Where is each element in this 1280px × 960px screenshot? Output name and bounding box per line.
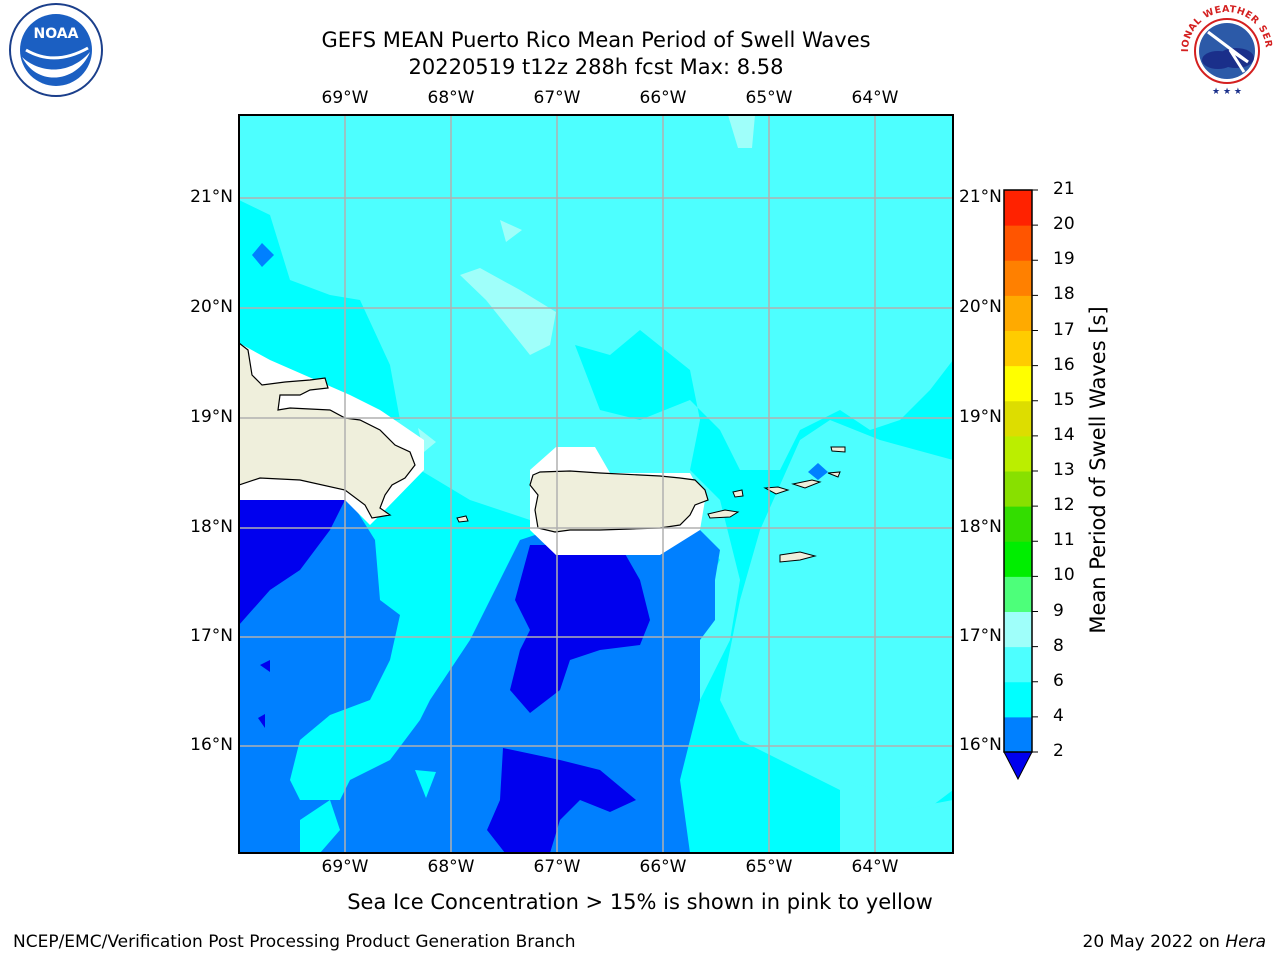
footer-credit: NCEP/EMC/Verification Post Processing Pr…	[13, 932, 576, 952]
lon-label-top: 64°W	[851, 88, 899, 108]
colorbar-tick-label: 15	[1053, 389, 1075, 410]
lon-label-top: 69°W	[321, 88, 369, 108]
noaa-logo-text: NOAA	[34, 26, 79, 42]
colorbar-title: Mean Period of Swell Waves [s]	[1086, 306, 1110, 634]
contour-4-6	[252, 243, 274, 267]
colorbar-segment	[1004, 225, 1032, 261]
lon-label-bottom: 67°W	[533, 857, 581, 877]
colorbar	[1003, 189, 1038, 781]
colorbar-segment	[1004, 435, 1032, 472]
footer-date: 20 May 2022 on Hera	[1083, 932, 1267, 952]
map-title: GEFS MEAN Puerto Rico Mean Period of Swe…	[321, 28, 871, 52]
nws-logo: NATIONAL WEATHER SERVICE ★ ★ ★	[1178, 2, 1274, 97]
contour-2-4	[582, 608, 586, 618]
map-frame	[238, 114, 954, 854]
land-tortola	[791, 479, 822, 489]
contour-2-4	[487, 748, 636, 853]
lat-label-left: 19°N	[190, 407, 233, 427]
colorbar-tick-label: 12	[1053, 495, 1075, 516]
noaa-logo: NOAA	[9, 3, 103, 97]
colorbar-tick-label: 11	[1053, 530, 1075, 551]
contour-6-8-light	[840, 780, 953, 853]
land-mona-island	[456, 515, 469, 523]
lat-label-right: 21°N	[959, 187, 1002, 207]
colorbar-tick-label: 14	[1053, 424, 1075, 445]
colorbar-tick-label: 16	[1053, 354, 1075, 375]
colorbar-tick-label: 4	[1053, 705, 1064, 726]
sea-ice-note: Sea Ice Concentration > 15% is shown in …	[347, 890, 933, 914]
contour-6-8	[300, 800, 340, 853]
lat-label-left: 16°N	[190, 735, 233, 755]
colorbar-tick-label: 10	[1053, 565, 1075, 586]
colorbar-segment	[1004, 260, 1032, 296]
map-panel	[239, 115, 953, 853]
lon-label-top: 65°W	[745, 88, 793, 108]
colorbar-segment	[1004, 295, 1032, 331]
colorbar-tick-label: 19	[1053, 249, 1075, 270]
contour-2-4	[260, 660, 270, 672]
contour-6-8	[575, 330, 953, 853]
contour-8-9	[460, 268, 556, 355]
colorbar-tick-label: 6	[1053, 670, 1064, 691]
contour-2-4	[510, 545, 650, 713]
colorbar-tick-label: 21	[1053, 179, 1075, 199]
lat-label-left: 21°N	[190, 187, 233, 207]
colorbar-segment	[1004, 365, 1032, 402]
lat-label-right: 17°N	[959, 626, 1002, 646]
land-anegada	[827, 471, 841, 478]
colorbar-extension	[1003, 751, 1033, 781]
footer-date-text: 20 May 2022 on	[1082, 932, 1226, 952]
lat-label-right: 20°N	[959, 297, 1002, 317]
colorbar-segment	[1004, 541, 1032, 577]
colorbar-segment	[1004, 576, 1032, 612]
lon-label-bottom: 69°W	[321, 857, 369, 877]
lon-label-top: 68°W	[427, 88, 475, 108]
colorbar-tick-label: 9	[1053, 600, 1064, 621]
colorbar-segment	[1004, 646, 1032, 683]
graticule	[239, 115, 953, 853]
land-vieques	[707, 509, 740, 519]
contour-2-4	[258, 714, 265, 728]
colorbar-segment	[1004, 400, 1032, 437]
land-islet	[830, 446, 846, 453]
colorbar-tick-label: 18	[1053, 284, 1075, 305]
land-st-thomas	[763, 486, 790, 495]
map-subtitle: 20220519 t12z 288h fcst Max: 8.58	[408, 55, 784, 79]
colorbar-tick-label: 2	[1053, 741, 1064, 761]
colorbar-segment	[1004, 716, 1032, 753]
lon-label-top: 67°W	[533, 88, 581, 108]
colorbar-segment	[1004, 471, 1032, 507]
lat-label-left: 18°N	[190, 517, 233, 537]
colorbar-tick-label: 20	[1053, 214, 1075, 235]
lat-label-right: 16°N	[959, 735, 1002, 755]
colorbar-tick-label: 13	[1053, 460, 1075, 480]
lon-label-bottom: 64°W	[851, 857, 899, 877]
contour-8-9	[728, 115, 755, 148]
lon-label-bottom: 65°W	[745, 857, 793, 877]
contour-4-6	[808, 463, 828, 480]
lat-label-left: 20°N	[190, 297, 233, 317]
lat-label-right: 19°N	[959, 407, 1002, 427]
land-culebra	[732, 489, 744, 498]
lat-label-right: 18°N	[959, 517, 1002, 537]
footer-host: Hera	[1225, 932, 1266, 952]
colorbar-segment	[1004, 330, 1032, 367]
lat-label-left: 17°N	[190, 626, 233, 646]
colorbar-segment	[1004, 611, 1032, 648]
colorbar-tick-label: 8	[1053, 635, 1064, 656]
svg-text:★ ★ ★: ★ ★ ★	[1212, 87, 1242, 97]
land-st-croix	[779, 551, 817, 563]
lon-label-bottom: 68°W	[427, 857, 475, 877]
land-hispaniola	[239, 342, 416, 519]
colorbar-segment	[1004, 506, 1032, 542]
lon-label-bottom: 66°W	[639, 857, 687, 877]
contour-2-4	[239, 500, 345, 625]
colorbar-tick-label: 17	[1053, 319, 1075, 340]
contour-6-8	[415, 770, 436, 798]
colorbar-segment	[1004, 681, 1032, 718]
lon-label-top: 66°W	[639, 88, 687, 108]
colorbar-segment	[1004, 190, 1032, 226]
contour-8-9	[500, 220, 522, 242]
